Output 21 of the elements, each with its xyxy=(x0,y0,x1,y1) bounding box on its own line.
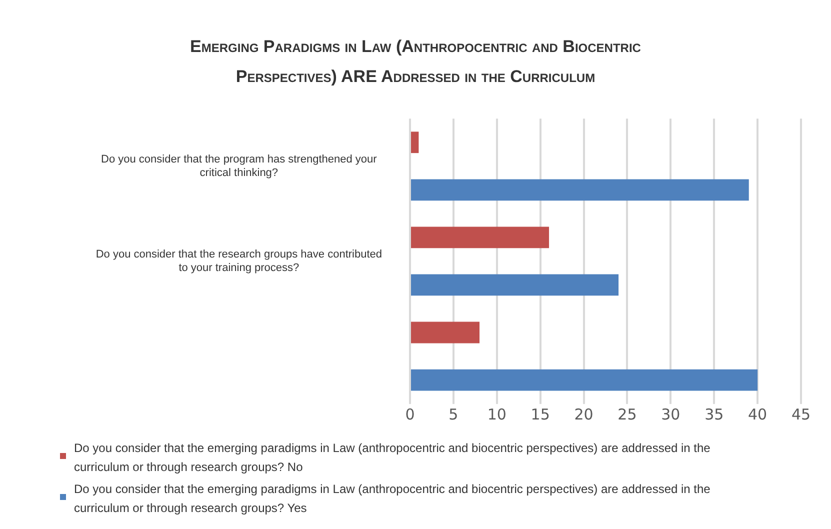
x-tick-label: 35 xyxy=(704,406,724,424)
bar xyxy=(411,132,419,154)
bar xyxy=(411,226,550,248)
x-tick-label: 15 xyxy=(530,406,550,424)
chart-title: Emerging Paradigms in Law (Anthropocentric and Biocentric Perspectives) ARE Addressed in the Curriculum xyxy=(189,36,642,88)
x-tick-label: 30 xyxy=(661,406,680,424)
legend-label: Do you consider that the emerging paradigms in Law (anthropocentric and biocentric perspectives) are addressed in the curriculum or through research groups? No xyxy=(74,440,712,476)
bar xyxy=(411,369,758,391)
legend-label: Do you consider that the emerging paradigms in Law (anthropocentric and biocentric perspectives) are addressed in the curriculum or through research groups? Yes xyxy=(74,481,712,517)
bar xyxy=(411,274,619,296)
x-tick-label: 0 xyxy=(405,406,415,424)
x-tick-label: 5 xyxy=(448,406,458,424)
x-tick-label: 20 xyxy=(574,406,594,424)
y-tick-label: Do you consider that the program has strengthened your critical thinking? xyxy=(101,154,378,179)
bar xyxy=(411,179,749,201)
bar xyxy=(411,322,480,344)
x-tick-label: 40 xyxy=(748,406,768,424)
x-tick-label: 25 xyxy=(618,406,637,424)
x-tick-label: 45 xyxy=(791,406,811,424)
y-tick-label: Do you consider that the research groups have contributed to your training process? xyxy=(96,248,382,274)
x-tick-label: 10 xyxy=(487,406,506,424)
